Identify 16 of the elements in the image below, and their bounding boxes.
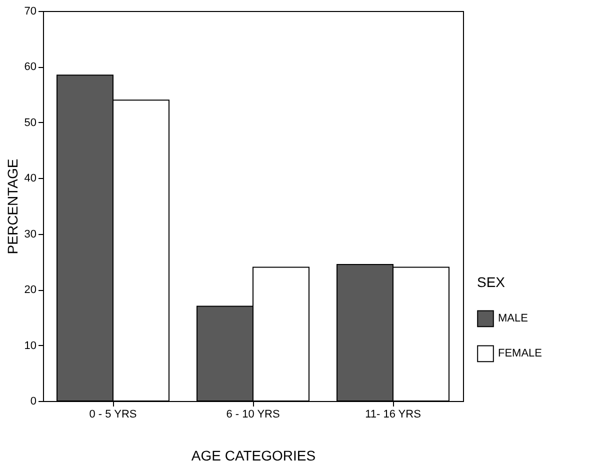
x-tick-label: 11- 16 YRS [365,408,421,420]
x-axis-title: AGE CATEGORIES [191,448,316,464]
y-tick-label: 50 [24,116,36,129]
x-tick-label: 6 - 10 YRS [226,408,280,420]
y-tick-label: 40 [24,172,36,185]
legend-label: FEMALE [498,348,542,360]
legend-title: SEX [477,274,506,290]
y-tick-label: 0 [30,396,36,408]
x-tick-label: 0 - 5 YRS [89,408,137,420]
y-tick-label: 70 [24,6,36,18]
y-tick-label: 20 [24,284,36,296]
y-tick-label: 10 [24,340,36,352]
legend-label: MALE [498,312,528,325]
y-axis-title: PERCENTAGE [4,158,20,254]
y-tick-label: 60 [24,61,36,74]
y-tick-label: 30 [24,228,36,240]
